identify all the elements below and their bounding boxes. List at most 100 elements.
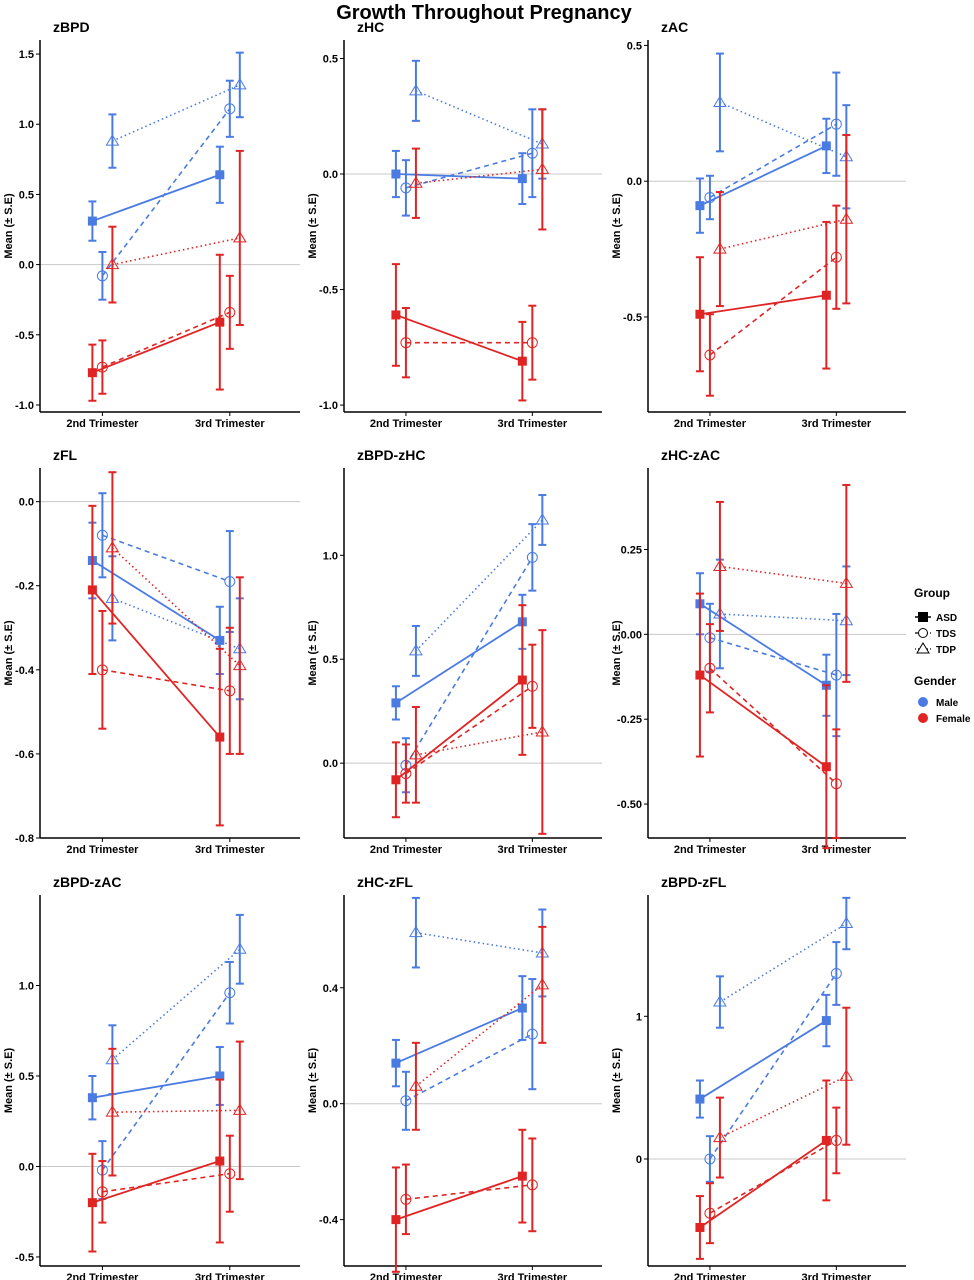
data-point-circle [830,1134,842,1146]
series-line [111,547,241,667]
data-point-triangle [105,134,120,146]
panel-zbpd: zBPD Mean (± S.E) -1.0 -0.5 0.0 0.5 1.0 1.5 2nd … [3,19,300,430]
series-asd-male [391,975,527,1088]
data-point-square [821,290,831,300]
legend-item-tds: TDS [915,628,956,640]
series-tdp-female [105,471,247,755]
x-tick-label: 3rd Trimester [497,1272,567,1280]
data-point-square [821,141,831,151]
panel-zac: zAC Mean (± S.E) -0.5 0.0 0.5 2nd Trimester 3r… [611,19,906,430]
series-line [395,1007,523,1064]
series-line [699,1139,827,1229]
data-point-square [391,169,401,179]
series-tds-female [400,304,538,381]
data-point-circle [400,337,412,349]
y-tick-label: 0.0 [627,176,642,188]
y-tick-label: 0.0 [19,497,34,509]
legend-item-male: Male [918,697,959,709]
series-line [699,145,827,207]
series-line [101,992,231,1171]
series-line [415,731,543,756]
series-tds-male [400,108,538,217]
series-tds-male [96,492,236,633]
panel-zhc: zHC Mean (± S.E) -1.0 -0.5 0.0 0.5 2nd Trimest… [307,19,602,430]
panel-title: zBPD [53,19,90,35]
y-tick-label: -0.5 [623,312,642,324]
data-point-circle [96,361,108,373]
series-line [395,621,523,704]
series-line [102,669,230,692]
y-axis-label: Mean (± S.E) [3,1048,15,1114]
data-point-circle [526,147,538,159]
data-point-triangle [713,95,727,107]
data-point-triangle [839,916,854,929]
series-tds-female [96,274,236,395]
series-asd-female [87,504,225,827]
data-point-square [87,368,97,378]
data-point-square [215,732,225,742]
series-line [699,1019,827,1100]
data-point-triangle [839,576,854,588]
y-tick-label: 1 [636,1011,642,1023]
data-point-triangle [839,1069,854,1081]
y-axis-label: Mean (± S.E) [611,193,623,259]
panel-zbpd-zhc: zBPD-zHC Mean (± S.E) 0.0 0.5 1.0 2nd Trimest… [307,447,602,856]
data-point-triangle [713,559,727,571]
y-tick-label: 0.4 [323,983,339,995]
series-tdp-male [105,51,247,169]
panel-zhc-zfl: zHC-zFL Mean (± S.E) -0.4 0.0 0.4 2nd Trimest… [307,874,602,1280]
x-tick-label: 2nd Trimester [674,418,747,430]
data-point-square [821,1016,831,1026]
legend: Group ASD TDS TDP Gender Male Female [914,586,971,725]
panel-title: zFL [53,447,78,463]
series-asd-male [391,593,527,721]
data-point-triangle [409,747,423,760]
y-tick-label: -0.5 [15,330,34,342]
legend-gender-title: Gender [914,674,956,688]
male-dot-icon [918,697,928,707]
series-line [102,311,231,368]
legend-label-female: Female [936,714,971,725]
panel-title: zAC [661,19,688,35]
series-asd-female [87,253,225,402]
series-line [395,679,523,781]
data-point-circle [96,664,108,676]
data-point-triangle [409,925,423,938]
data-point-triangle [409,83,423,96]
data-point-circle [224,103,236,115]
series-line [709,973,838,1160]
data-point-circle [704,1207,716,1219]
data-point-circle [704,1153,716,1165]
series-line [709,123,837,199]
series-line [395,173,523,180]
series-tds-female [704,204,842,397]
data-point-circle [526,551,538,563]
data-point-circle [96,1186,108,1198]
series-line [405,556,534,766]
data-point-circle [224,306,236,318]
series-tdp-male [105,555,247,701]
series-tdp-female [713,483,854,683]
panel-zbpd-zfl: zBPD-zFL Mean (± S.E) 0 1 2nd Trimester 3rd T… [611,874,906,1280]
legend-item-tdp: TDP [915,642,956,656]
square-marker-icon [918,612,928,622]
series-line [719,218,847,250]
series-line [709,1139,837,1214]
y-tick-label: 0.0 [323,1099,338,1111]
y-tick-label: 1.0 [19,119,34,131]
female-dot-icon [918,713,928,723]
series-line [92,1160,221,1204]
data-point-square [391,310,401,320]
series-tdp-male [409,896,550,998]
series-line [415,90,543,145]
series-line [112,237,240,266]
data-point-square [215,1071,225,1081]
series-line [415,519,543,652]
data-point-square [821,762,831,772]
data-point-triangle [232,658,247,671]
series-line [699,603,827,687]
data-point-triangle [105,257,120,270]
data-point-triangle [713,995,727,1007]
legend-item-female: Female [918,713,971,725]
series-asd-female [391,1128,527,1273]
